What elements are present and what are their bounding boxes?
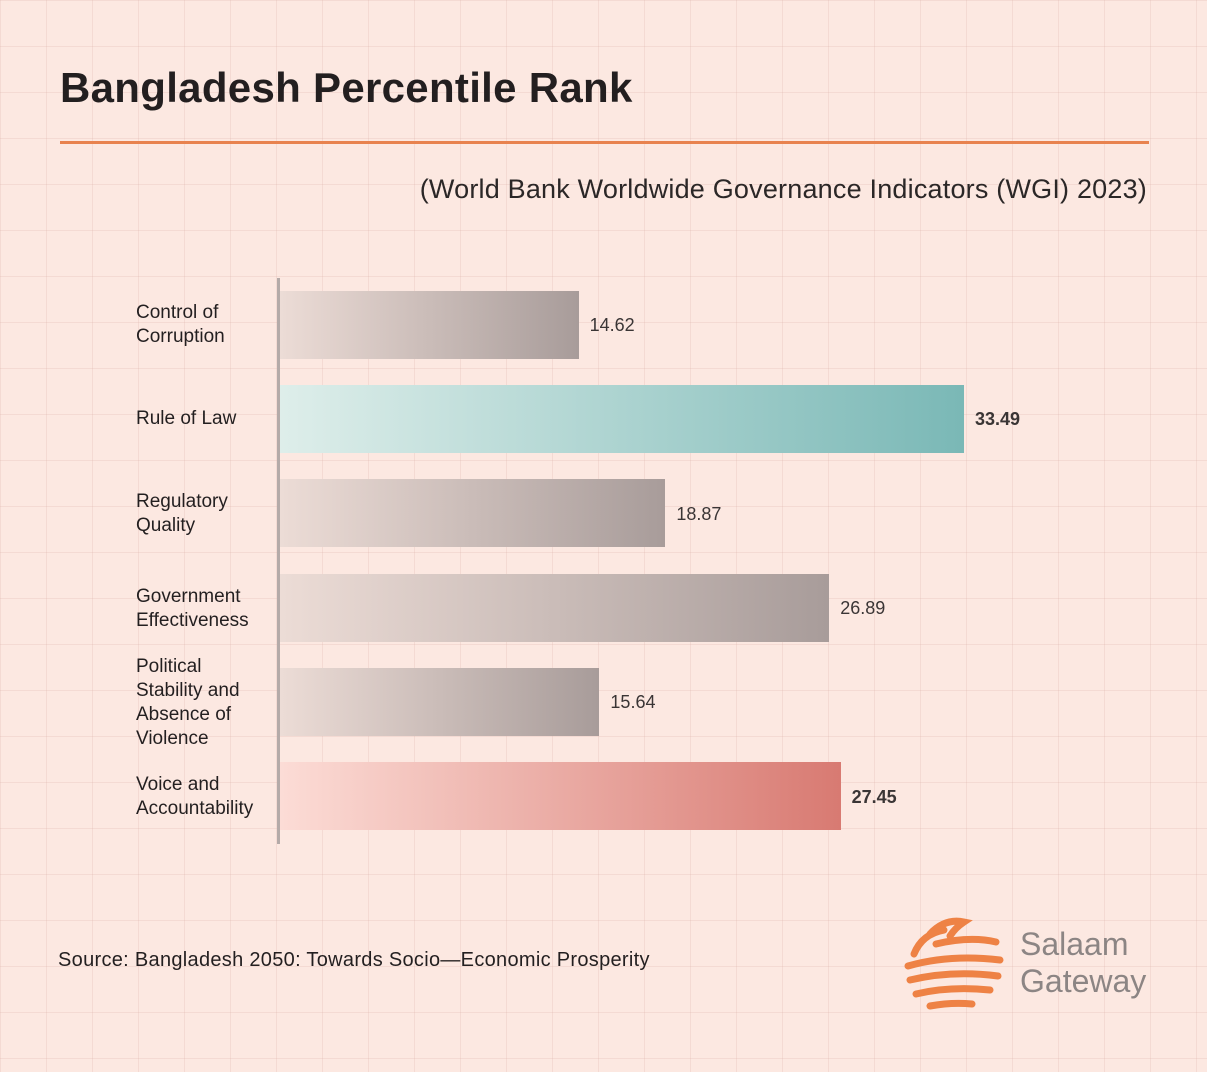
value-label: 26.89: [840, 598, 886, 618]
category-label: Government Effectiveness: [136, 586, 249, 631]
category-label: Rule of Law: [136, 408, 237, 429]
value-label: 14.62: [589, 315, 635, 335]
source-note: Source: Bangladesh 2050: Towards Socio—E…: [58, 949, 650, 971]
bar-control-of-corruption: [280, 291, 579, 359]
bar-rule-of-law: [280, 385, 964, 453]
chart-title: Bangladesh Percentile Rank: [60, 64, 633, 111]
value-label: 15.64: [610, 692, 656, 712]
category-label: Regulatory Quality: [136, 491, 228, 536]
brand-name-line2: Gateway: [1020, 963, 1147, 999]
category-label: Control of Corruption: [136, 302, 225, 347]
bar-government-effectiveness: [280, 574, 830, 642]
title-divider: [60, 141, 1149, 144]
value-label: 18.87: [676, 504, 722, 524]
brand-name-line1: Salaam: [1020, 926, 1129, 962]
value-label: 27.45: [851, 787, 897, 807]
value-label: 33.49: [975, 409, 1021, 429]
y-axis-line: [277, 278, 280, 844]
bar-voice-and-accountability: [280, 762, 841, 830]
salaam-gateway-logo-icon: [904, 917, 1004, 1010]
category-label: Political Stability and Absence of Viole…: [136, 656, 240, 749]
bar-regulatory-quality: [280, 479, 666, 547]
chart-subtitle: (World Bank Worldwide Governance Indicat…: [419, 174, 1147, 204]
bar-political-stability: [280, 668, 600, 736]
category-label: Voice and Accountability: [136, 774, 254, 819]
brand-name: Salaam Gateway: [1020, 926, 1146, 1000]
